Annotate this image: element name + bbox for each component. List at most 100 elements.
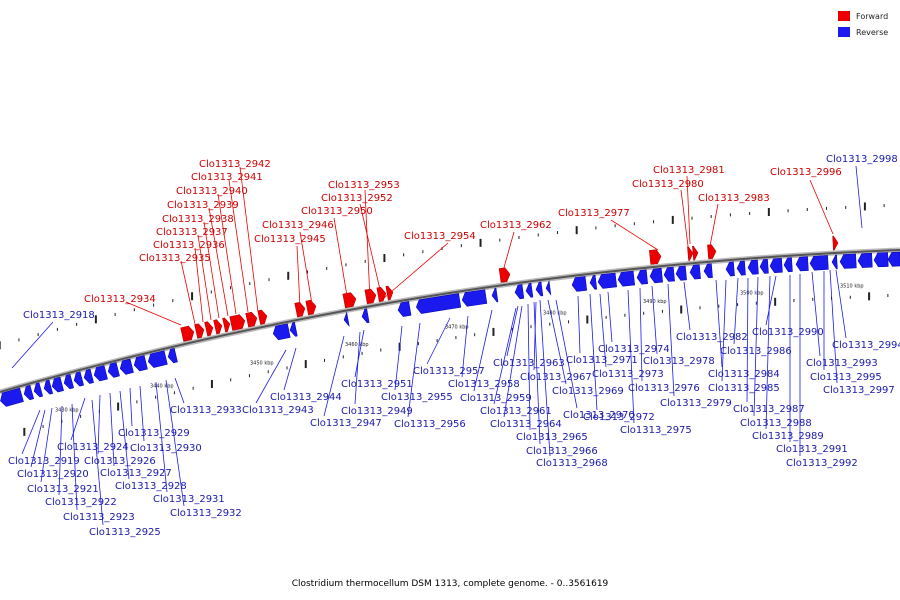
gene-label-reverse: Clo1313_2992 [786, 458, 858, 469]
gene-label-reverse: Clo1313_2989 [752, 431, 824, 442]
forward-gene [194, 323, 205, 339]
forward-gene [707, 244, 717, 260]
reverse-gene [839, 253, 857, 269]
gene-label-reverse: Clo1313_2975 [620, 425, 692, 436]
gene-label-reverse: Clo1313_2987 [733, 404, 805, 415]
reverse-gene [491, 287, 499, 303]
gene-label-leader [364, 189, 371, 301]
forward-gene [376, 286, 387, 302]
gene-label-reverse: Clo1313_2997 [823, 385, 895, 396]
gene-label-leader [651, 285, 658, 355]
gene-label-reverse: Clo1313_2969 [552, 386, 624, 397]
forward-gene [649, 249, 662, 265]
gene-label-reverse: Clo1313_2929 [118, 428, 190, 439]
forward-gene [692, 245, 699, 261]
axis-tick-label: 3460 kbp [345, 342, 369, 348]
gene-label-reverse: Clo1313_2991 [776, 444, 848, 455]
gene-label-reverse: Clo1313_2974 [598, 344, 670, 355]
gene-label-leader [129, 387, 133, 427]
reverse-gene [736, 260, 746, 276]
genome-caption: Clostridium thermocellum DSM 1313, compl… [291, 579, 609, 589]
gene-label-reverse: Clo1313_2972 [583, 412, 655, 423]
gene-label-reverse: Clo1313_2967 [520, 372, 592, 383]
gene-label-leader [165, 379, 185, 507]
gene-label-forward: Clo1313_2953 [328, 180, 400, 191]
gene-label-forward: Clo1313_2941 [191, 172, 263, 183]
gene-label-reverse: Clo1313_2955 [381, 392, 453, 403]
gene-label-leader [533, 301, 537, 371]
gene-label-reverse: Clo1313_2925 [89, 527, 161, 538]
gene-label-reverse: Clo1313_2918 [23, 310, 95, 321]
gene-label-reverse: Clo1313_2924 [57, 442, 129, 453]
axis-tick-label: 3480 kbp [543, 311, 567, 317]
reverse-gene [689, 264, 701, 280]
gene-label-leader [683, 281, 691, 331]
gene-label-forward: Clo1313_2942 [199, 159, 271, 170]
reverse-gene [571, 276, 588, 292]
gene-label-leader [610, 219, 659, 251]
reverse-gene [783, 257, 793, 273]
gene-label-reverse: Clo1313_2998 [826, 154, 898, 165]
reverse-gene [397, 301, 412, 317]
forward-gene [687, 246, 694, 261]
gene-label-leader [639, 287, 643, 382]
gene-label-forward: Clo1313_2940 [176, 186, 248, 197]
reverse-gene [597, 272, 618, 289]
reverse-gene [167, 347, 178, 364]
reverse-gene [133, 355, 148, 372]
gene-label-leader [70, 397, 86, 441]
gene-label-reverse: Clo1313_2920 [17, 469, 89, 480]
gene-label-leader [58, 405, 63, 496]
gene-label-reverse: Clo1313_2971 [566, 355, 638, 366]
gene-label-leader [109, 392, 115, 467]
gene-label-leader [197, 234, 212, 321]
gene-label-leader [91, 399, 104, 526]
gene-label-reverse: Clo1313_2951 [341, 379, 413, 390]
gene-label-forward: Clo1313_2996 [770, 167, 842, 178]
gene-label-forward: Clo1313_2946 [262, 220, 334, 231]
forward-gene [229, 314, 246, 331]
gene-label-leader [359, 203, 383, 299]
axis-tick-label: 3500 kbp [740, 290, 764, 296]
legend-reverse: Reverse [838, 26, 888, 38]
gene-label-leader [354, 329, 365, 378]
reverse-gene [873, 252, 889, 268]
forward-gene [294, 302, 306, 318]
gene-label-leader [461, 315, 469, 378]
gene-label-leader [119, 390, 130, 480]
gene-label-reverse: Clo1313_2984 [708, 369, 780, 380]
gene-label-leader [255, 349, 287, 404]
reverse-gene [343, 311, 350, 327]
gene-label-reverse: Clo1313_2979 [660, 398, 732, 409]
gene-label-reverse: Clo1313_2957 [413, 366, 485, 377]
gene-label-leader [746, 277, 749, 403]
gene-label-reverse: Clo1313_2943 [242, 405, 314, 416]
axis-tick-label: 3450 kbp [250, 361, 274, 367]
gene-label-leader [709, 203, 719, 247]
gene-label-reverse: Clo1313_2933 [170, 405, 242, 416]
gene-label-forward: Clo1313_2980 [632, 179, 704, 190]
forward-gene [245, 311, 258, 328]
legend-reverse-swatch [838, 27, 850, 37]
gene-label-reverse: Clo1313_2928 [115, 481, 187, 492]
legend-forward: Forward [838, 10, 888, 22]
gene-label-leader [555, 299, 578, 409]
gene-label-reverse: Clo1313_2994 [832, 340, 900, 351]
gene-label-reverse: Clo1313_2958 [448, 379, 520, 390]
reverse-gene [535, 281, 544, 297]
reverse-gene [415, 293, 462, 314]
gene-label-forward: Clo1313_2950 [301, 206, 373, 217]
gene-label-leader [503, 305, 523, 418]
reverse-gene [289, 321, 298, 337]
reverse-gene [675, 265, 687, 281]
reverse-gene [589, 274, 598, 290]
axis-tick-label: 3490 kbp [643, 299, 667, 305]
reverse-gene [514, 284, 525, 300]
forward-gene [832, 235, 839, 251]
reverse-gene [83, 368, 94, 384]
gene-label-leader [607, 291, 613, 343]
gene-label-leader [627, 289, 635, 424]
gene-label-reverse: Clo1313_2922 [45, 497, 117, 508]
reverse-gene [795, 256, 809, 272]
reverse-gene [0, 387, 24, 407]
